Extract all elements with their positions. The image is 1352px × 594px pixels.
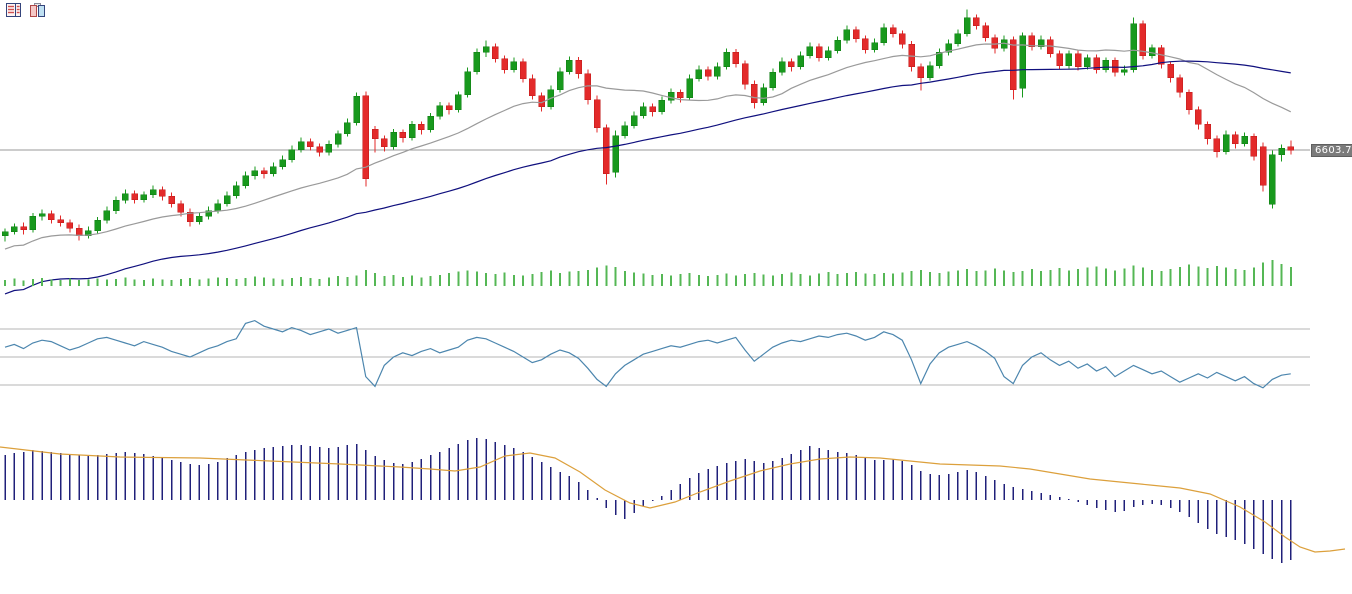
price-panel [0,9,1310,295]
oscillator-panel [0,319,1310,389]
chart-toolbar [6,3,45,18]
data-table-icon[interactable] [6,3,22,18]
volume-panel [4,260,1292,286]
macd-panel [0,438,1346,563]
copy-chart-icon[interactable] [29,3,45,18]
last-price-label: 6603.75 [1311,144,1352,157]
